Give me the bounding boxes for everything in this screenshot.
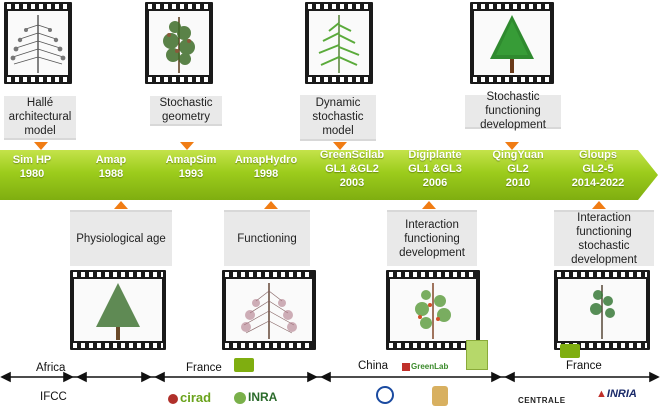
label-dynamic-stochastic-model: Dynamic stochastic model — [300, 95, 376, 141]
film-frame-functioning — [222, 270, 316, 350]
stage-year: 2010 — [505, 177, 531, 189]
stage-name: Gloups — [579, 149, 617, 161]
film-frame-dynamic-stochastic — [305, 2, 373, 84]
label-functioning: Functioning — [224, 210, 310, 266]
inria-logo: ▲INRIA — [596, 388, 637, 400]
plant-logo — [466, 340, 488, 370]
stage-sub: GL2 — [507, 163, 529, 175]
amap-logo-1 — [234, 358, 254, 372]
stage-qingyuan: QingYuan GL2 2010 — [478, 148, 558, 190]
stage-year: 2014-2022 — [571, 177, 625, 189]
stage-name: GreenScilab — [319, 149, 385, 161]
label-physiological-age: Physiological age — [70, 210, 172, 266]
arrow-up-3 — [422, 201, 436, 209]
tree-image-interaction — [415, 283, 451, 339]
label-stochastic-functioning-development: Stochastic functioning development — [465, 91, 561, 131]
arrow-down-4 — [505, 142, 519, 150]
stage-name: AmapHydro — [234, 154, 298, 166]
stage-year: 1998 — [253, 168, 279, 180]
label-halle-architectural-model: Hallé architectural model — [4, 96, 76, 140]
arrow-down-3 — [333, 142, 347, 150]
tree-image-stochastic-development — [590, 285, 615, 339]
label-interaction-functioning-development: Interaction functioning development — [387, 210, 477, 266]
label-stochastic-geometry: Stochastic geometry — [150, 96, 222, 126]
ifcc-label: IFCC — [40, 391, 67, 403]
tree-image-stochastic — [163, 17, 195, 73]
arrow-up-1 — [114, 201, 128, 209]
stage-name: Amap — [95, 154, 127, 166]
chinese-institute-logo-1 — [376, 386, 394, 404]
arrow-down-1 — [34, 142, 48, 150]
stage-sub: GL2-5 — [582, 163, 614, 175]
stage-amaphydro: AmapHydro 1998 — [226, 153, 306, 181]
region-arrows — [0, 371, 660, 383]
arrow-up-2 — [264, 201, 278, 209]
arrow-down-2 — [180, 142, 194, 150]
stage-name: QingYuan — [492, 149, 544, 161]
stage-greenscilab: GreenScilab GL1 &GL2 2003 — [312, 148, 392, 190]
arrow-up-4 — [592, 201, 606, 209]
tree-image-functioning-development — [490, 15, 534, 73]
chinese-institute-logo-2 — [432, 386, 448, 406]
tree-image-dynamic — [318, 15, 360, 73]
country-france-2: France — [566, 360, 602, 372]
country-china: China — [358, 360, 389, 372]
stage-year: 2006 — [422, 177, 448, 189]
amap-logo-2 — [560, 344, 580, 358]
film-frame-stochastic-functioning — [470, 2, 554, 84]
tree-image-physiological-age — [96, 283, 140, 340]
tree-image-functioning — [241, 283, 297, 339]
stage-year: 1980 — [19, 168, 45, 180]
stage-sub: GL1 &GL2 — [325, 163, 379, 175]
greenlab-text: GreenLab — [411, 362, 449, 371]
tree-image-halle — [10, 15, 66, 73]
cirad-logo: cirad — [168, 390, 211, 405]
timeline-band: Sim HP 1980 Amap 1988 AmapSim 1993 AmapH… — [0, 148, 660, 202]
greenlab-logo: GreenLab — [402, 362, 448, 371]
film-frame-physiological-age — [70, 270, 166, 350]
film-frame-halle — [4, 2, 72, 84]
stage-year: 2003 — [339, 177, 365, 189]
inra-logo: INRA — [234, 390, 277, 404]
stage-amapsim: AmapSim 1993 — [151, 153, 231, 181]
stage-digiplante: Digiplante GL1 &GL3 2006 — [395, 148, 475, 190]
film-frame-interaction-stochastic — [554, 270, 650, 350]
inra-text: INRA — [248, 390, 278, 404]
stage-sim-hp: Sim HP 1980 — [0, 153, 72, 181]
country-africa: Africa — [36, 362, 66, 374]
film-frame-stochastic-geometry — [145, 2, 213, 84]
stage-year: 1988 — [98, 168, 124, 180]
stage-sub: GL1 &GL3 — [408, 163, 462, 175]
stage-gloups: Gloups GL2-5 2014-2022 — [558, 148, 638, 190]
stage-year: 1993 — [178, 168, 204, 180]
stage-name: AmapSim — [165, 154, 217, 166]
centrale-text: CENTRALE — [518, 396, 566, 405]
film-frame-interaction-functioning — [386, 270, 480, 350]
stage-amap: Amap 1988 — [71, 153, 151, 181]
label-interaction-functioning-stochastic-development: Interaction functioning stochastic devel… — [554, 210, 654, 266]
country-france-1: France — [186, 362, 222, 374]
cirad-text: cirad — [180, 390, 212, 405]
inria-text: INRIA — [606, 388, 637, 400]
stage-name: Digiplante — [408, 149, 462, 161]
centrale-logo: CENTRALE — [518, 396, 566, 405]
stage-name: Sim HP — [12, 154, 52, 166]
